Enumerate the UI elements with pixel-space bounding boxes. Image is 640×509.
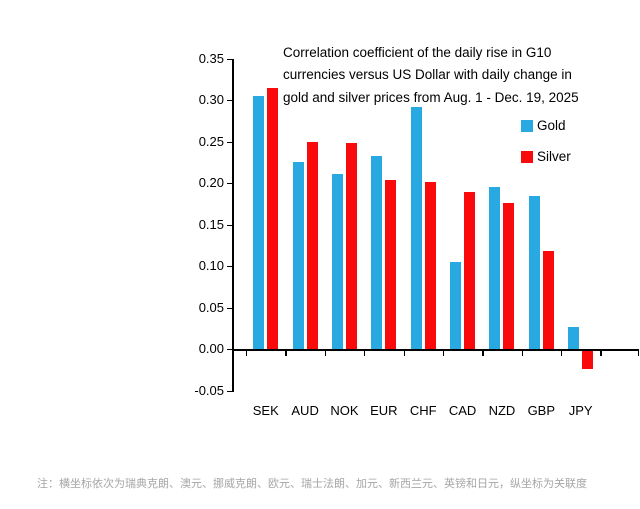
- chart-title: Correlation coefficient of the daily ris…: [283, 42, 579, 109]
- y-axis-tick: [227, 307, 232, 309]
- x-axis-line: [232, 349, 639, 351]
- y-axis-label: 0.25: [198, 133, 224, 149]
- x-axis-tick: [521, 350, 523, 356]
- x-axis-tick: [364, 350, 366, 356]
- y-axis-label: 0.35: [198, 50, 224, 66]
- x-axis-label-jpy: JPY: [568, 403, 593, 418]
- legend-label-silver: Silver: [537, 149, 571, 164]
- chart-title-line: gold and silver prices from Aug. 1 - Dec…: [283, 89, 579, 105]
- y-axis-tick: [227, 183, 232, 185]
- y-axis-label: 0.15: [198, 216, 224, 232]
- y-axis-tick: [227, 100, 232, 102]
- bar-gold-nzd: [489, 187, 501, 349]
- x-axis-tick: [324, 350, 327, 356]
- x-axis-tick: [403, 350, 405, 356]
- bar-gold-sek: [253, 95, 265, 349]
- y-axis-label: 0.10: [198, 258, 224, 273]
- x-axis-label-sek: SEK: [252, 403, 279, 418]
- y-axis-label: -0.05: [194, 382, 224, 398]
- y-axis-tick: [227, 224, 232, 226]
- legend-swatch-silver: [521, 150, 533, 163]
- y-axis-line: [232, 58, 234, 392]
- x-axis-label-cad: CAD: [448, 403, 477, 418]
- bar-gold-aud: [292, 162, 304, 349]
- y-axis-label: 0.30: [198, 92, 224, 107]
- x-axis-tick: [442, 350, 445, 356]
- bar-gold-chf: [410, 107, 422, 349]
- bar-silver-gbp: [542, 251, 554, 349]
- chart-title-line: currencies versus US Dollar with daily c…: [283, 67, 572, 83]
- legend-item-silver: Silver: [521, 149, 571, 164]
- legend-swatch-gold: [521, 119, 533, 132]
- x-axis-label-aud: AUD: [291, 403, 319, 418]
- x-axis-tick: [600, 350, 602, 356]
- y-axis-tick: [227, 390, 232, 392]
- x-axis-tick: [638, 350, 640, 356]
- x-axis-tick: [482, 350, 484, 356]
- bar-silver-nzd: [503, 202, 515, 349]
- bar-silver-sek: [267, 87, 279, 349]
- x-axis-label-chf: CHF: [409, 403, 437, 418]
- bar-gold-nok: [332, 173, 343, 349]
- bar-gold-eur: [371, 156, 383, 349]
- bar-gold-jpy: [568, 327, 580, 349]
- y-axis-tick: [227, 349, 232, 351]
- bar-silver-jpy: [582, 350, 594, 369]
- x-axis-tick: [246, 350, 248, 356]
- y-axis-tick: [227, 141, 232, 143]
- bar-silver-chf: [424, 182, 436, 349]
- y-axis-tick: [227, 266, 232, 268]
- y-axis-label: 0.05: [198, 299, 224, 315]
- x-axis-label-eur: EUR: [370, 403, 398, 418]
- x-axis-tick: [560, 350, 563, 356]
- y-axis-label: 0.20: [198, 175, 224, 190]
- y-axis-tick: [227, 58, 232, 60]
- bar-silver-cad: [464, 192, 476, 349]
- y-axis-label: 0.00: [198, 341, 224, 356]
- bar-silver-eur: [385, 179, 397, 349]
- x-axis-tick: [285, 350, 287, 356]
- chart-title-line: Correlation coefficient of the daily ris…: [283, 45, 552, 60]
- x-axis-label-nok: NOK: [330, 403, 359, 418]
- x-axis-label-gbp: GBP: [527, 403, 556, 418]
- legend-item-gold: Gold: [521, 118, 566, 133]
- bar-silver-nok: [346, 143, 357, 349]
- bar-silver-aud: [306, 141, 318, 349]
- bar-gold-cad: [450, 261, 462, 349]
- footnote: 注：横坐标依次为瑞典克朗、澳元、挪威克朗、欧元、瑞士法朗、加元、新西兰元、英镑和…: [37, 478, 587, 490]
- bar-gold-gbp: [528, 196, 540, 349]
- x-axis-label-nzd: NZD: [488, 403, 516, 418]
- legend-label-gold: Gold: [537, 118, 566, 133]
